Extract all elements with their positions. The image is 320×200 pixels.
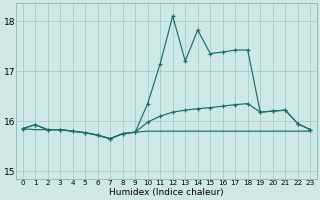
- X-axis label: Humidex (Indice chaleur): Humidex (Indice chaleur): [109, 188, 224, 197]
